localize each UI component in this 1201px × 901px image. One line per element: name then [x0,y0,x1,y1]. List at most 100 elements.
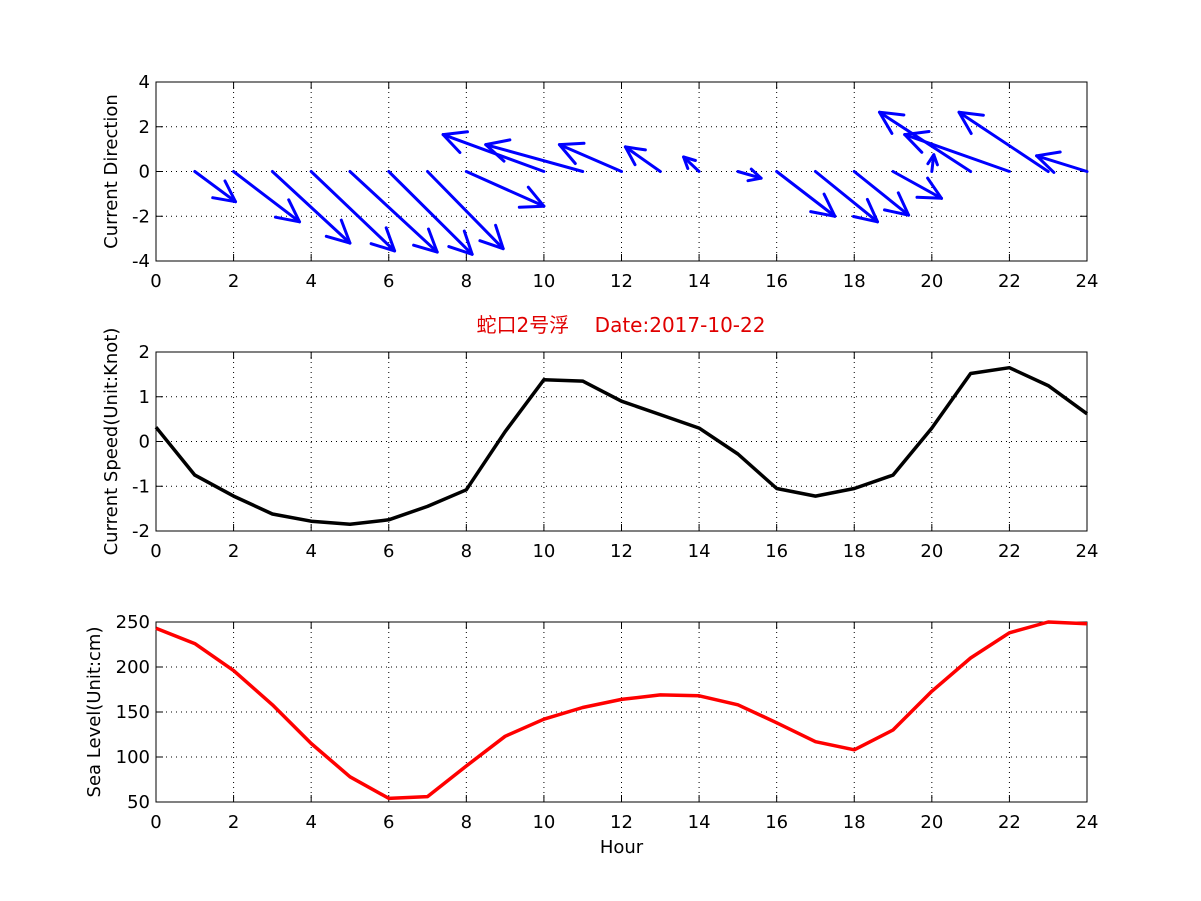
current-speed-chart: Current Speed(Unit:Knot) 0 2 4 6 8 10 12 14 16 18… [101,328,1098,562]
x-tick-label: 6 [383,812,394,833]
arrow-shaft [557,143,623,173]
current-vector-arrow [775,170,837,218]
y-tick-label: 1 [139,387,150,408]
current-vector-arrow [813,170,880,224]
x-tick-label: 12 [610,812,633,833]
current-vector-arrow [1035,150,1089,174]
arrow-head [926,153,939,167]
arrow-head [957,110,985,135]
current-vector-arrow [903,130,1011,173]
y-tick-label: 2 [139,117,150,138]
x-tick-label: 24 [1076,271,1099,292]
current-vector-arrow [309,170,397,253]
arrow-head [878,110,906,135]
x-tick-label: 16 [765,541,788,562]
x-tick-label: 8 [461,271,472,292]
current-vector-arrow [957,110,1050,173]
sea-level-y-axis-label: Sea Level(Unit:cm) [84,627,105,798]
x-tick-label: 2 [228,271,239,292]
x-tick-label: 8 [461,541,472,562]
x-tick-label: 6 [383,271,394,292]
x-tick-label: 14 [688,812,711,833]
current-vector-arrow [387,170,474,256]
arrow-shaft [736,170,763,180]
current-vector-arrow [193,170,238,204]
arrow-head [478,223,505,251]
x-tick-label: 22 [998,541,1021,562]
x-tick-label: 10 [532,271,555,292]
x-tick-label: 4 [305,271,316,292]
current-vector-arrow [426,170,505,251]
arrow-head [324,218,352,245]
current-speed-y-axis-label: Current Speed(Unit:Knot) [101,328,122,556]
arrow-head [484,138,512,163]
current-direction-y-axis-label: Current Direction [101,94,122,249]
arrow-shaft [309,170,397,253]
arrow-shaft [193,170,238,204]
vector-arrows [193,110,1089,256]
x-tick-label: 2 [228,812,239,833]
sea-level-x-axis-label: Hour [600,837,644,858]
current-vector-arrow [852,170,911,217]
x-tick-label: 18 [843,271,866,292]
current-vector-arrow [270,170,352,245]
x-tick-label: 16 [765,271,788,292]
current-vector-arrow [926,153,939,173]
arrow-shaft [1035,154,1089,173]
current-vector-arrow [682,155,701,173]
y-tick-label: 200 [116,657,150,678]
arrow-shaft [387,170,474,256]
current-vector-arrow [348,170,439,254]
current-vector-arrow [484,138,585,173]
arrow-head [903,130,931,154]
y-tick-label: 100 [116,747,150,768]
x-tick-label: 22 [998,271,1021,292]
current-vector-arrow [232,170,302,224]
y-tick-label: -2 [132,521,150,542]
x-tick-label: 6 [383,541,394,562]
x-tick-label: 20 [920,812,943,833]
arrow-shaft [623,145,662,173]
y-tick-label: -4 [132,251,150,272]
x-tick-label: 14 [688,541,711,562]
y-tick-label: 0 [139,432,150,453]
arrow-shaft [232,170,302,224]
x-tick-label: 8 [461,812,472,833]
x-tick-label: 0 [150,812,161,833]
arrow-head [447,229,474,256]
arrow-shaft [891,170,944,200]
arrow-shaft [464,170,546,208]
current-vector-arrow [557,141,623,173]
y-tick-label: 2 [139,342,150,363]
x-tick-label: 4 [305,541,316,562]
arrow-head [517,185,546,209]
arrow-shaft [426,170,505,251]
y-tick-label: 50 [127,792,150,813]
y-tick-label: 4 [139,72,150,93]
x-tick-label: 14 [688,271,711,292]
x-tick-label: 12 [610,271,633,292]
arrow-shaft [903,133,1011,173]
arrow-head [809,192,837,218]
arrow-head [273,198,301,224]
arrow-head [852,197,879,224]
arrow-head [557,141,586,165]
current-vector-arrow [623,145,662,173]
grid-lines [156,622,1087,802]
arrow-head [623,145,647,167]
x-tick-label: 22 [998,812,1021,833]
x-tick-label: 4 [305,812,316,833]
current-vector-arrow [891,170,944,200]
arrow-head [369,226,397,253]
y-tick-label: 0 [139,162,150,183]
arrow-head [883,191,911,217]
arrow-shaft [852,170,911,217]
x-tick-label: 0 [150,541,161,562]
y-tick-label: -2 [132,206,150,227]
arrow-head [682,155,697,170]
x-tick-label: 24 [1076,812,1099,833]
